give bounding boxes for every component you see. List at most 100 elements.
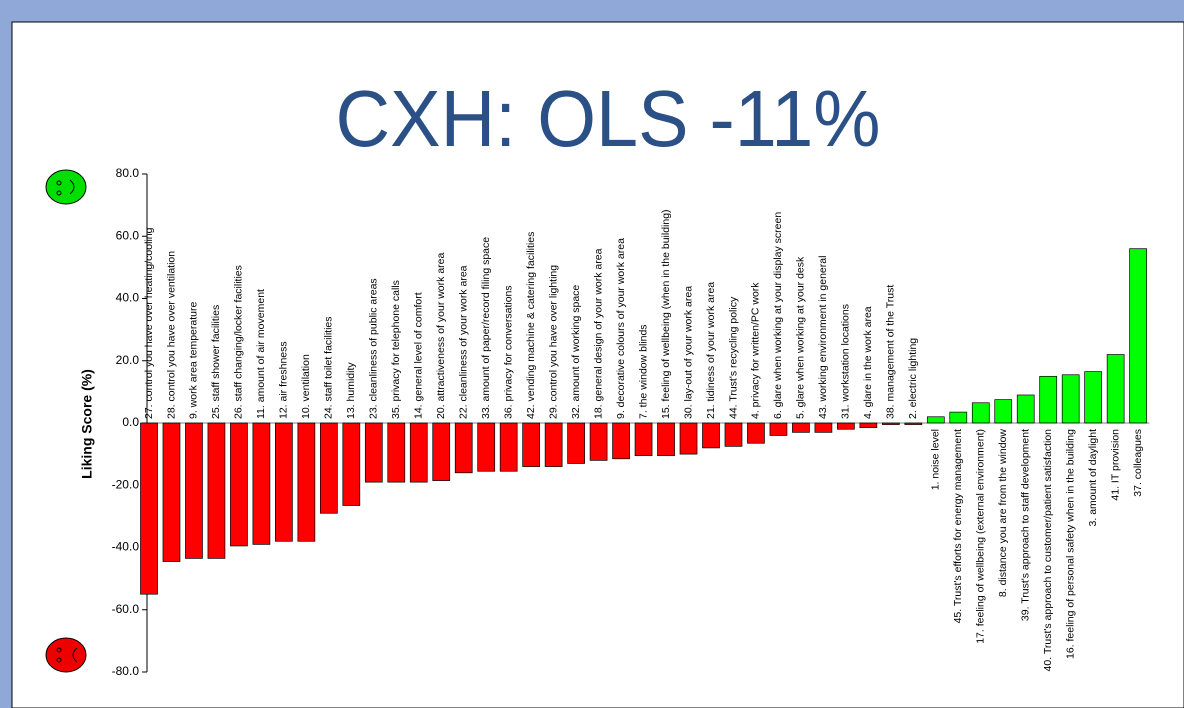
bar <box>140 422 158 595</box>
bar <box>1084 371 1103 424</box>
x-tick-label: 23. cleanliness of public areas <box>368 278 380 419</box>
x-tick-label: 18. general design of your work area <box>592 248 604 419</box>
x-tick-label: 35. privacy for telephone calls <box>390 280 402 419</box>
bar <box>499 422 518 472</box>
y-tick-label: -20.0 <box>112 477 140 491</box>
x-tick-label: 10. ventilation <box>300 354 312 419</box>
y-tick-label: 80.0 <box>116 166 140 180</box>
x-tick-label: 9. decorative colours of your work area <box>615 238 627 419</box>
bar <box>252 422 271 545</box>
y-tick-label: 40.0 <box>116 291 140 305</box>
bar <box>409 422 428 483</box>
x-tick-label: 3. amount of daylight <box>1087 429 1099 527</box>
bar <box>567 422 585 464</box>
x-tick-label: 33. amount of paper/record filing space <box>480 237 492 419</box>
x-tick-label: 29. control you have over lighting <box>547 265 559 419</box>
bar <box>185 422 203 559</box>
bar <box>522 422 541 467</box>
y-tick-label: 20.0 <box>116 353 140 367</box>
bar <box>319 422 338 514</box>
x-tick-label: 45. Trust's efforts for energy managemen… <box>952 429 964 623</box>
x-tick-label: 7. the window blinds <box>637 324 649 419</box>
y-axis-label: Liking Score (%) <box>79 369 95 479</box>
bar <box>1061 374 1080 424</box>
x-tick-label: 13. humidity <box>345 362 357 419</box>
x-tick-label: 17. feeling of wellbeing (external envir… <box>975 429 987 644</box>
bar <box>1106 354 1125 424</box>
x-tick-label: 6. glare when working at your display sc… <box>772 212 784 419</box>
bar <box>1039 375 1058 424</box>
chart-title: CXH: OLS -11% <box>336 74 881 163</box>
x-tick-label: 15. feeling of wellbeing (when in the bu… <box>660 209 672 419</box>
bar <box>364 422 383 483</box>
bar <box>1129 248 1147 424</box>
x-tick-label: 25. staff shower facilities <box>210 305 222 419</box>
bar <box>544 422 563 467</box>
bar <box>432 422 451 481</box>
x-tick-label: 22. cleanliness of your work area <box>458 265 470 419</box>
x-tick-label: 31. workstation locations <box>840 304 852 419</box>
bar <box>792 422 810 433</box>
x-tick-label: 24. staff toilet facilities <box>323 316 335 419</box>
bar <box>814 422 833 433</box>
x-tick-label: 20. attractiveness of your work area <box>435 253 447 419</box>
x-tick-label: 43. working environment in general <box>817 256 829 419</box>
bar <box>837 422 855 430</box>
bar <box>387 422 406 483</box>
x-tick-label: 39. Trust's approach to staff developmen… <box>1020 429 1032 621</box>
bar <box>589 422 608 461</box>
bar <box>926 416 945 424</box>
bar <box>769 422 788 436</box>
happy-face <box>45 169 87 205</box>
bar <box>477 422 496 472</box>
bar <box>297 422 316 542</box>
bar <box>634 422 653 457</box>
y-tick-label: -80.0 <box>112 664 140 678</box>
y-tick-label: 0.0 <box>122 415 139 429</box>
bar <box>679 422 698 455</box>
x-tick-label: 28. control you have over ventilation <box>165 251 177 419</box>
x-tick-label: 21. tidiness of your work area <box>705 282 717 419</box>
x-tick-label: 27. control you have over heating/coolin… <box>143 227 155 419</box>
x-tick-label: 40. Trust's approach to customer/patient… <box>1042 429 1054 672</box>
bar <box>724 422 743 447</box>
bar <box>971 402 990 424</box>
x-tick-label: 16. feeling of personal safety when in t… <box>1064 429 1076 659</box>
x-tick-label: 26. staff changing/locker facilities <box>233 265 245 419</box>
bar <box>230 422 248 547</box>
bar <box>949 411 968 424</box>
x-tick-label: 12. air freshness <box>278 341 290 419</box>
bar <box>702 422 720 449</box>
x-tick-label: 32. amount of working space <box>570 285 582 419</box>
bar <box>859 422 878 429</box>
x-tick-label: 41. IT provision <box>1109 429 1121 501</box>
bar <box>657 422 675 457</box>
x-tick-label: 1. noise level <box>930 429 942 490</box>
bar <box>747 422 765 444</box>
slide-panel <box>11 21 1184 708</box>
sad-face <box>45 637 87 673</box>
x-tick-label: 2. electric lighting <box>907 338 919 419</box>
x-tick-label: 4. glare in the work area <box>862 306 874 419</box>
x-tick-label: 9. work area temperature <box>188 302 200 419</box>
bar <box>342 422 361 506</box>
bar <box>454 422 473 474</box>
x-tick-label: 30. lay-out of your work area <box>682 286 694 419</box>
x-tick-label: 44. Trust's recycling policy <box>727 296 739 419</box>
bar <box>1016 394 1035 424</box>
y-tick-label: 60.0 <box>116 228 140 242</box>
x-tick-label: 8. distance you are from the window <box>997 429 1009 598</box>
x-tick-label: 4. privacy for written/PC work <box>750 282 762 419</box>
x-tick-label: 38. management of the Trust <box>885 285 897 419</box>
bar <box>207 422 226 559</box>
y-tick-label: -40.0 <box>112 540 140 554</box>
x-tick-label: 11. amount of air movement <box>255 289 267 419</box>
x-tick-label: 5. glare when working at your desk <box>795 256 807 419</box>
x-tick-label: 14. general level of comfort <box>413 292 425 419</box>
bar <box>162 422 181 562</box>
bar <box>994 399 1013 424</box>
bar <box>275 422 293 542</box>
y-tick-label: -60.0 <box>112 602 140 616</box>
